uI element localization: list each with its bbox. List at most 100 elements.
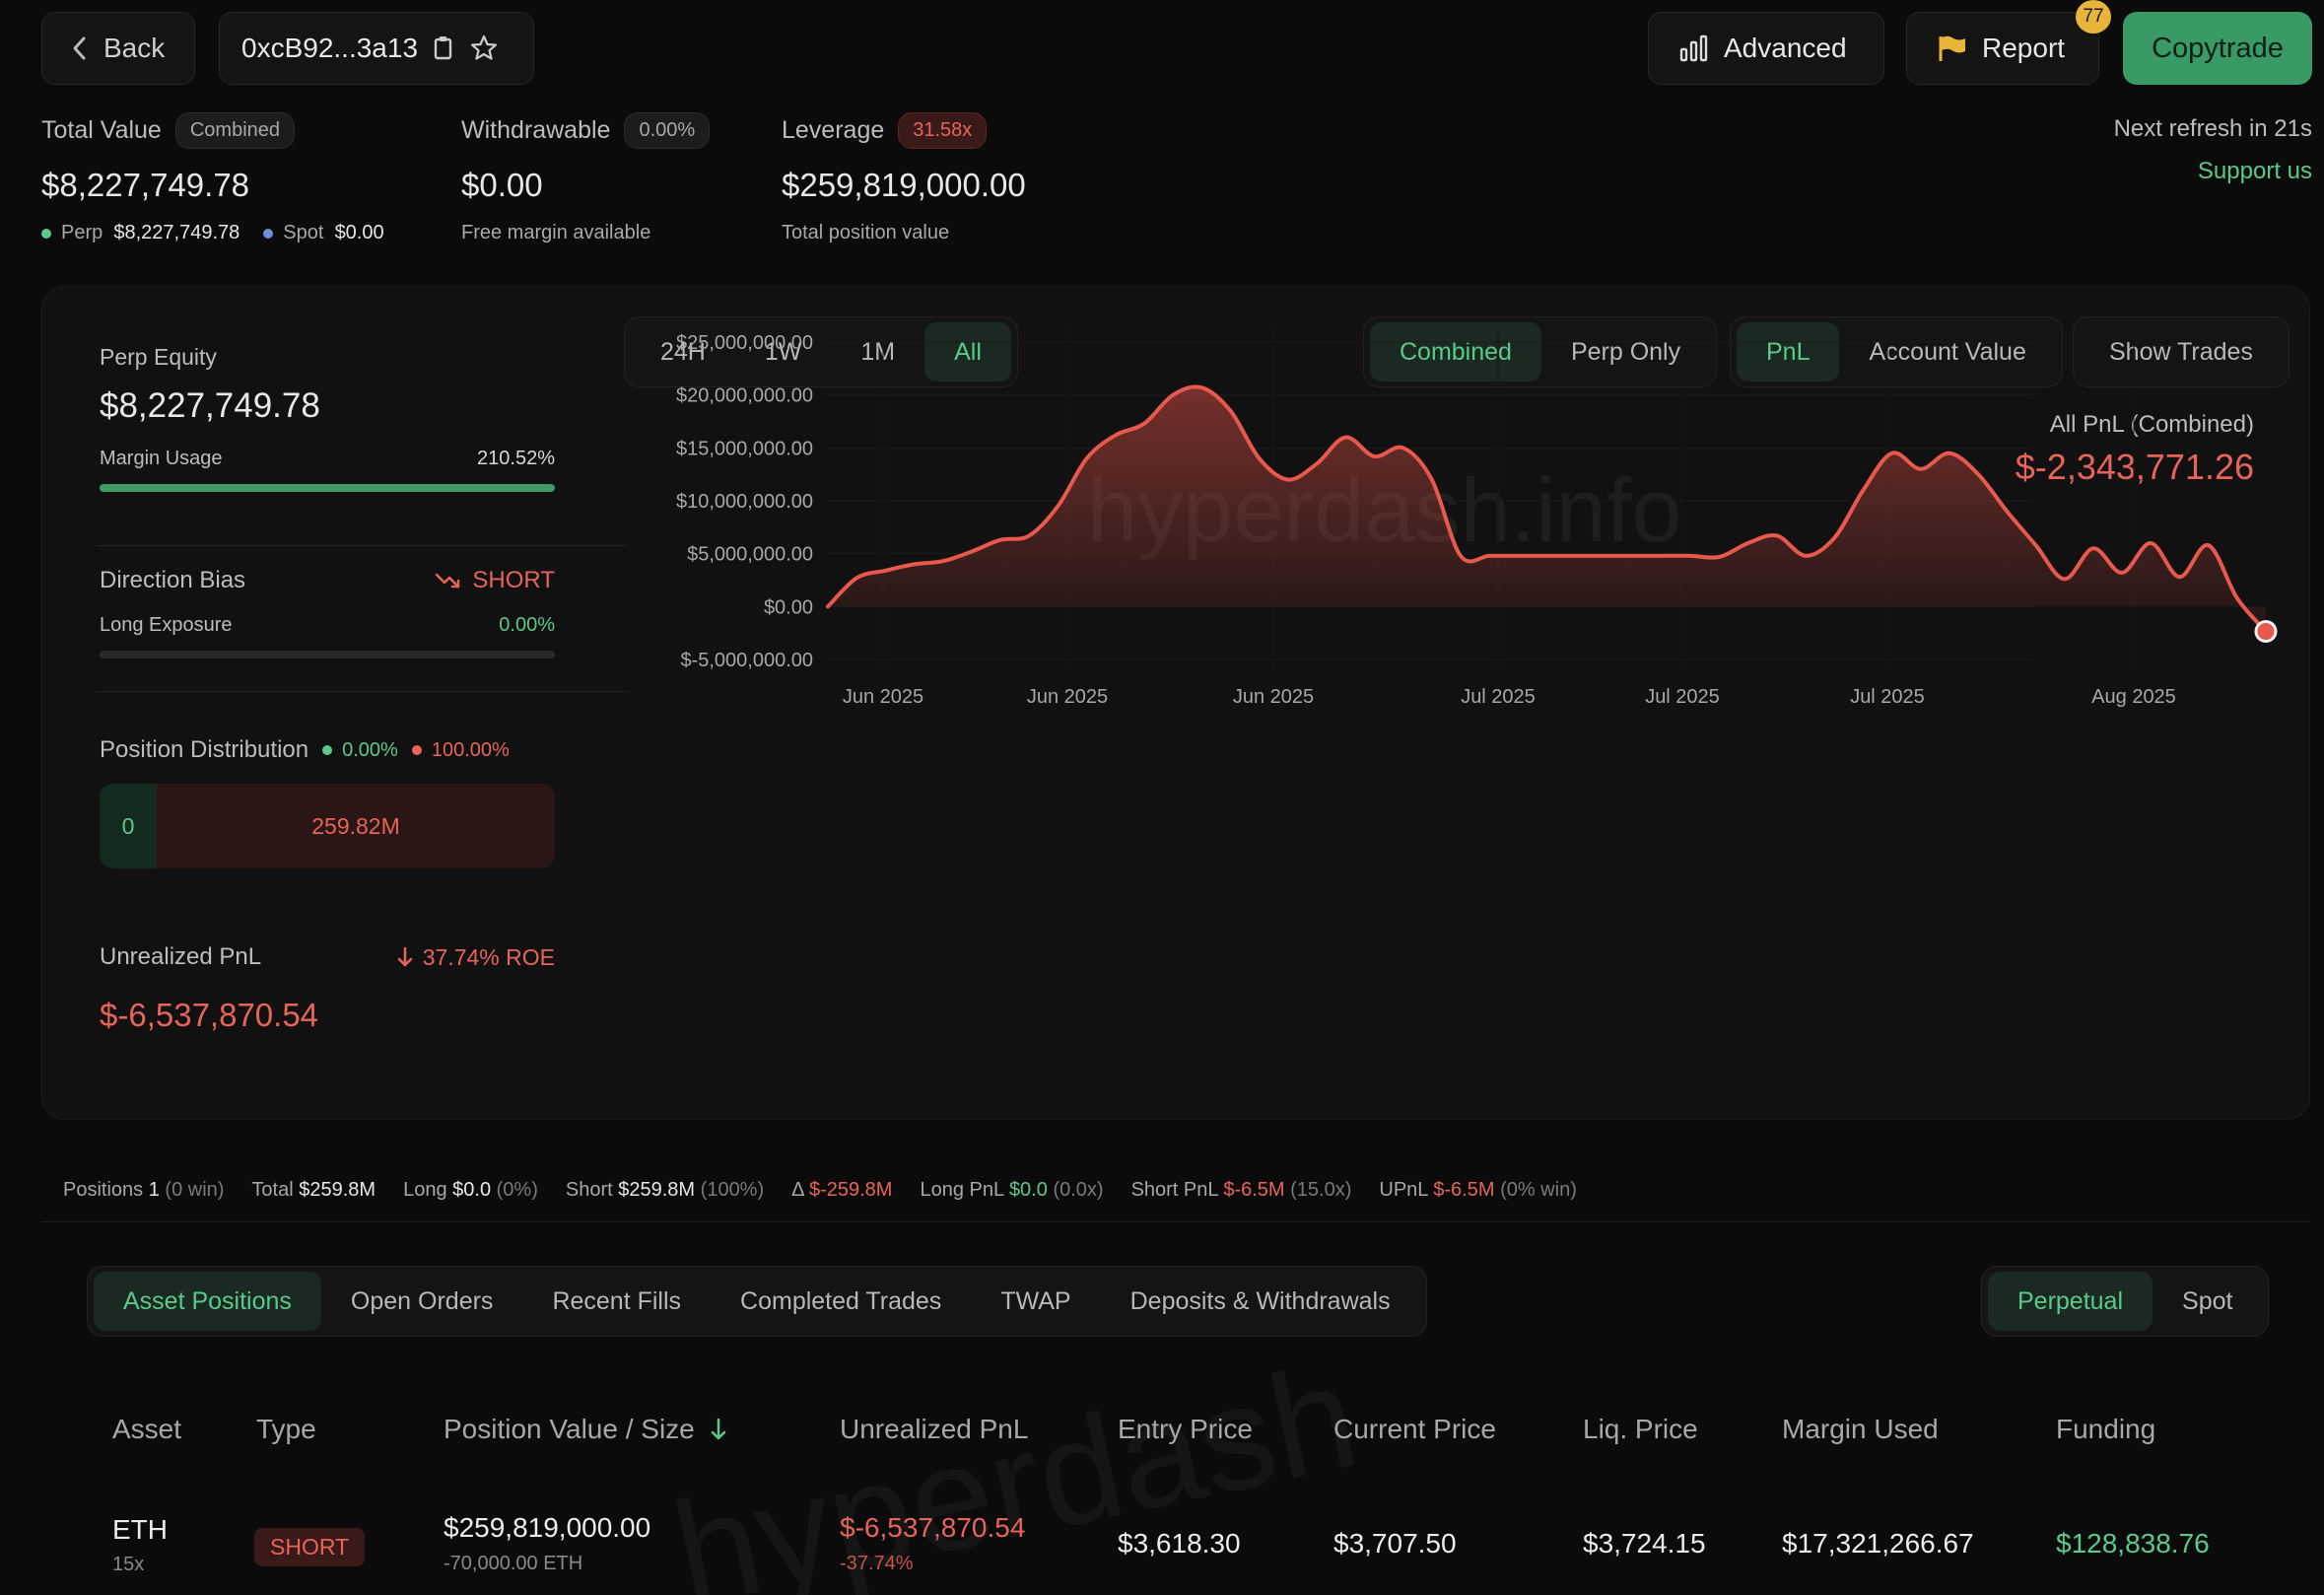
tab-completed-trades[interactable]: Completed Trades	[740, 1286, 942, 1315]
y-tick-label: $10,000,000.00	[676, 491, 813, 513]
col-type[interactable]: Type	[256, 1414, 316, 1444]
report-count: 77	[2083, 6, 2104, 27]
withdrawable-label: Withdrawable	[461, 116, 611, 144]
leverage-block: Leverage 31.58x $259,819,000.00 Total po…	[782, 112, 1026, 244]
col-unrealized-pnl[interactable]: Unrealized PnL	[840, 1414, 1029, 1444]
dist-short-segment: 259.82M	[311, 812, 400, 839]
pnl-area	[828, 386, 2266, 632]
copy-icon[interactable]	[432, 35, 455, 62]
distribution-bar: 0 259.82M	[100, 784, 555, 868]
summary-delta: Δ $-259.8M	[791, 1179, 893, 1201]
col-entry-price[interactable]: Entry Price	[1118, 1414, 1253, 1444]
pnl-value: $-2,343,771.26	[2015, 447, 2254, 487]
x-tick-label: Jun 2025	[1027, 686, 1108, 708]
total-value-label: Total Value	[41, 116, 162, 144]
trending-down-icon	[436, 573, 460, 589]
col-funding[interactable]: Funding	[2056, 1414, 2156, 1444]
summary-long-pnl: Long PnL $0.0 (0.0x)	[920, 1179, 1104, 1201]
tab-open-orders[interactable]: Open Orders	[350, 1286, 494, 1315]
withdrawable-badge: 0.00%	[624, 112, 711, 149]
margin-usage-value: 210.52%	[477, 448, 555, 469]
range-1w[interactable]: 1W	[764, 337, 802, 366]
long-exposure-label: Long Exposure	[100, 614, 233, 636]
show-trades-button[interactable]: Show Trades	[2073, 316, 2290, 387]
support-link[interactable]: Support us	[2197, 158, 2312, 184]
withdrawable-sub: Free margin available	[461, 222, 651, 243]
tab-asset-positions[interactable]: Asset Positions	[94, 1272, 321, 1331]
refresh-timer: Next refresh in 21s	[2113, 115, 2312, 142]
y-tick-label: $15,000,000.00	[676, 438, 813, 459]
tab-recent-fills[interactable]: Recent Fills	[552, 1286, 682, 1315]
dist-long-segment: 0	[100, 784, 157, 868]
arrow-down-icon	[397, 946, 412, 967]
tab-twap[interactable]: TWAP	[1000, 1286, 1071, 1315]
leverage-badge: 31.58x	[898, 112, 988, 149]
bar-chart-icon	[1679, 35, 1708, 62]
long-exposure-value: 0.00%	[499, 614, 555, 636]
total-value: $8,227,749.78	[41, 167, 250, 203]
position-distribution-section: Position Distribution 0.00% 100.00% 0 25…	[100, 736, 555, 868]
combined-badge: Combined	[174, 112, 296, 149]
flag-icon	[1939, 35, 1965, 61]
show-trades-label: Show Trades	[2109, 337, 2253, 366]
row-upnl: $-6,537,870.54	[840, 1512, 1026, 1543]
x-tick-label: Jul 2025	[1645, 686, 1720, 708]
overview-panel: Perp Equity $8,227,749.78 Margin Usage 2…	[41, 286, 2310, 1120]
report-label: Report	[1982, 33, 2066, 63]
summary-short: Short $259.8M (100%)	[565, 1179, 765, 1201]
advanced-button[interactable]: Advanced	[1648, 12, 1884, 85]
upnl-roe: 37.74% ROE	[395, 944, 555, 971]
range-all[interactable]: All	[924, 322, 1011, 381]
positions-summary-bar: Positions 1 (0 win) Total $259.8M Long $…	[41, 1157, 2310, 1222]
withdrawable-block: Withdrawable 0.00% $0.00 Free margin ava…	[461, 112, 711, 244]
col-position-value[interactable]: Position Value / Size	[444, 1414, 728, 1445]
metric-selector: PnL Account Value	[1730, 316, 2063, 387]
leverage-sub: Total position value	[782, 222, 950, 243]
summary-upnl: UPnL $-6.5M (0% win)	[1379, 1179, 1577, 1201]
star-icon[interactable]	[469, 34, 499, 63]
x-tick-label: Aug 2025	[2091, 686, 2176, 708]
row-position-value: $259,819,000.00	[444, 1512, 651, 1543]
y-tick-label: $25,000,000.00	[676, 332, 813, 354]
col-liq-price[interactable]: Liq. Price	[1583, 1414, 1698, 1444]
row-entry-price: $3,618.30	[1118, 1528, 1241, 1559]
x-tick-label: Jun 2025	[843, 686, 923, 708]
col-asset[interactable]: Asset	[112, 1414, 182, 1444]
y-tick-label: $-5,000,000.00	[680, 650, 813, 671]
pnl-chart: hyperdash.info $25,000,000.00$20,000,000…	[676, 326, 2278, 708]
row-current-price: $3,707.50	[1333, 1528, 1457, 1559]
long-exposure-bar	[100, 651, 555, 659]
margin-usage-fill	[100, 484, 555, 492]
direction-bias-value: SHORT	[435, 567, 555, 594]
market-tabs: Perpetual Spot	[1981, 1266, 2270, 1337]
pnl-current-point[interactable]	[2254, 619, 2278, 643]
report-button[interactable]: Report	[1906, 12, 2099, 85]
back-label: Back	[103, 33, 166, 63]
range-24h[interactable]: 24H	[660, 337, 706, 366]
row-type-badge: SHORT	[254, 1528, 366, 1566]
upnl-value: $-6,537,870.54	[100, 997, 319, 1033]
x-tick-label: Jul 2025	[1850, 686, 1925, 708]
tab-deposits-withdrawals[interactable]: Deposits & Withdrawals	[1129, 1286, 1391, 1315]
col-current-price[interactable]: Current Price	[1333, 1414, 1496, 1444]
copytrade-button[interactable]: Copytrade	[2123, 12, 2312, 85]
summary-short-pnl: Short PnL $-6.5M (15.0x)	[1130, 1179, 1352, 1201]
position-distribution-label: Position Distribution	[100, 736, 309, 763]
margin-usage-label: Margin Usage	[100, 448, 223, 469]
summary-positions: Positions 1 (0 win)	[63, 1179, 225, 1201]
leverage-label: Leverage	[782, 116, 885, 144]
x-tick-label: Jul 2025	[1461, 686, 1536, 708]
chevron-left-icon	[73, 36, 86, 60]
back-button[interactable]: Back	[41, 12, 195, 85]
row-funding: $128,838.76	[2056, 1528, 2210, 1559]
y-tick-label: $0.00	[764, 596, 813, 618]
tab-spot[interactable]: Spot	[2182, 1286, 2233, 1315]
row-position-size: -70,000.00 ETH	[444, 1553, 583, 1574]
tab-perpetual[interactable]: Perpetual	[1988, 1272, 2153, 1331]
col-margin-used[interactable]: Margin Used	[1782, 1414, 1939, 1444]
row-asset: ETH	[112, 1514, 168, 1545]
leverage-value: $259,819,000.00	[782, 167, 1026, 203]
x-tick-label: Jun 2025	[1233, 686, 1314, 708]
dist-short-pct: 100.00%	[411, 739, 510, 762]
divider	[96, 545, 628, 546]
